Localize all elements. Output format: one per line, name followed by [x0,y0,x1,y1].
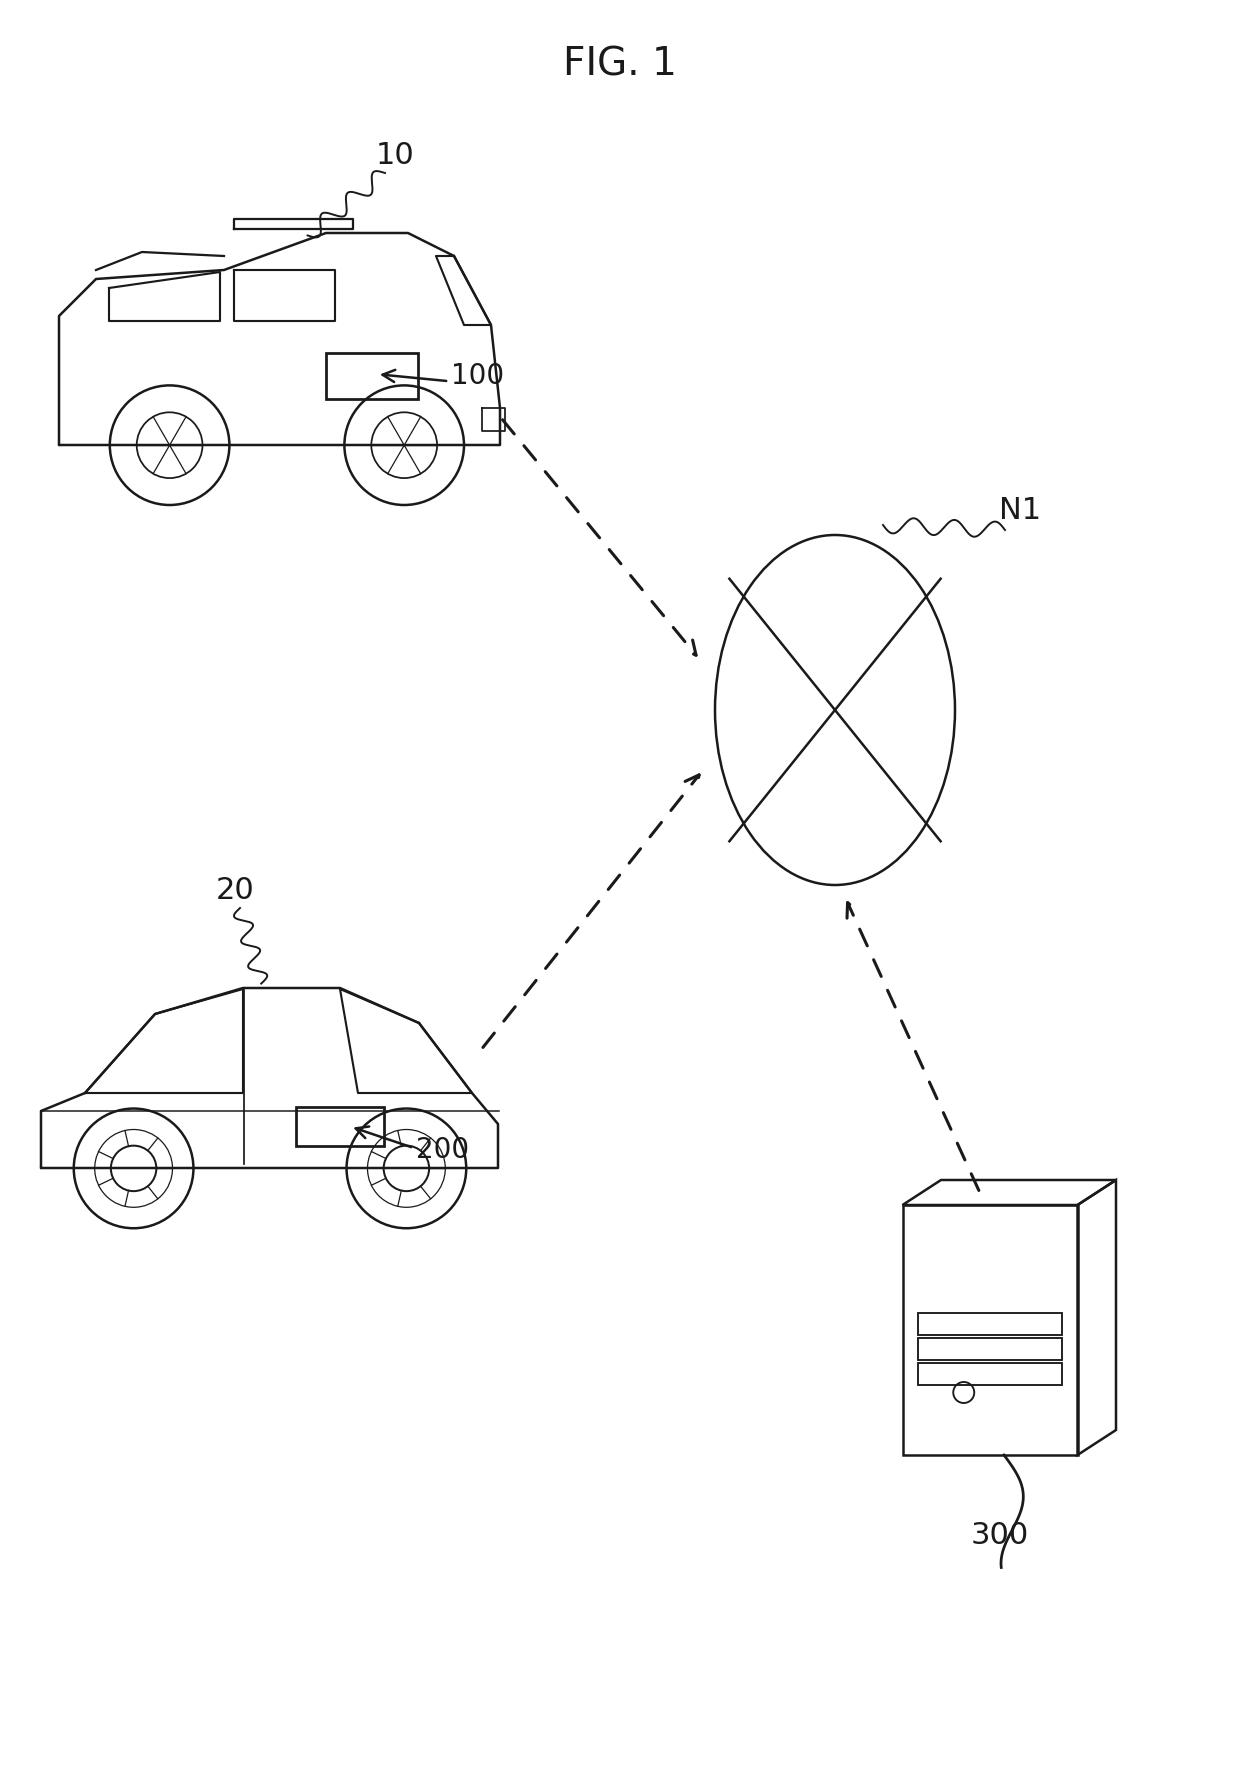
Text: N1: N1 [999,496,1042,524]
Bar [919,1337,1061,1360]
Text: 20: 20 [216,876,254,904]
Bar [919,1362,1061,1385]
Text: 200: 200 [415,1137,469,1163]
Bar [296,1106,384,1146]
Text: FIG. 1: FIG. 1 [563,46,677,83]
Text: 100: 100 [451,362,505,391]
Text: 10: 10 [376,140,414,169]
Bar [919,1312,1061,1336]
Bar [326,353,418,400]
Text: 300: 300 [971,1520,1029,1549]
